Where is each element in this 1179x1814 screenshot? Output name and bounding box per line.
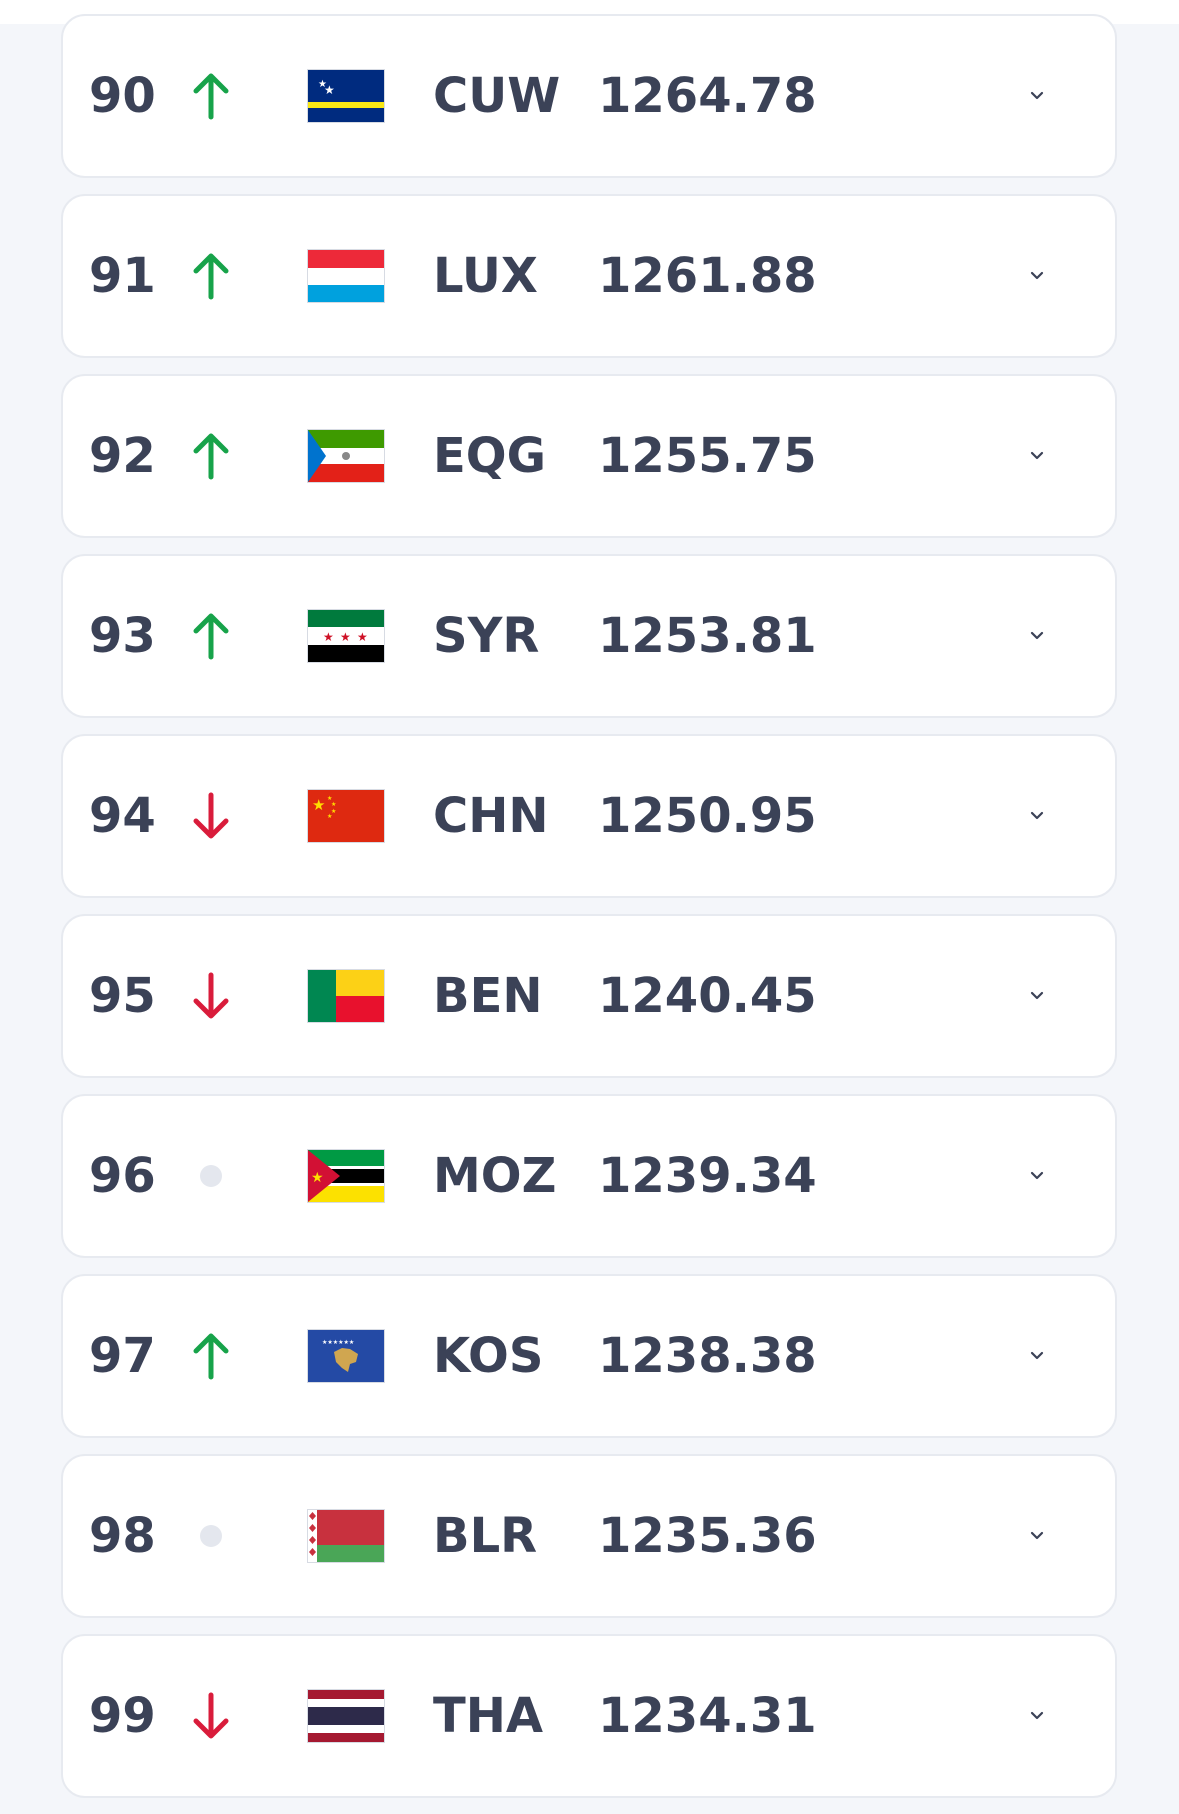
points-value: 1264.78 bbox=[598, 68, 817, 124]
svg-text:★: ★ bbox=[324, 83, 335, 97]
country-code: MOZ bbox=[433, 1148, 557, 1204]
rank-number: 92 bbox=[89, 428, 156, 484]
chevron-down-icon[interactable] bbox=[1025, 1704, 1049, 1728]
trend-up-icon bbox=[189, 610, 233, 662]
svg-text:★: ★ bbox=[327, 813, 332, 820]
trend-up-icon bbox=[189, 1330, 233, 1382]
svg-text:★: ★ bbox=[323, 630, 334, 644]
chevron-down-icon[interactable] bbox=[1025, 1524, 1049, 1548]
syria-flag-icon: ★ ★ ★ bbox=[308, 610, 384, 662]
ranking-row[interactable]: 97 ★★★★★★ KOS 1238.38 bbox=[61, 1274, 1117, 1438]
points-value: 1234.31 bbox=[598, 1688, 817, 1744]
chevron-down-icon[interactable] bbox=[1025, 804, 1049, 828]
ranking-row[interactable]: 94 ★ ★ ★ ★ ★ CHN 1250.95 bbox=[61, 734, 1117, 898]
chevron-down-icon[interactable] bbox=[1025, 624, 1049, 648]
ranking-row[interactable]: 91 LUX 1261.88 bbox=[61, 194, 1117, 358]
thailand-flag-icon bbox=[308, 1690, 384, 1742]
country-code: BLR bbox=[433, 1508, 538, 1564]
svg-text:★: ★ bbox=[340, 630, 351, 644]
country-code: LUX bbox=[433, 248, 538, 304]
luxembourg-flag-icon bbox=[308, 250, 384, 302]
kosovo-flag-icon: ★★★★★★ bbox=[308, 1330, 384, 1382]
svg-text:★: ★ bbox=[318, 79, 327, 90]
trend-down-icon bbox=[189, 1690, 233, 1742]
trend-same-icon bbox=[189, 1150, 233, 1202]
trend-down-icon bbox=[189, 790, 233, 842]
benin-flag-icon bbox=[308, 970, 384, 1022]
rank-number: 91 bbox=[89, 248, 156, 304]
svg-text:★: ★ bbox=[312, 796, 325, 814]
country-code: CUW bbox=[433, 68, 561, 124]
points-value: 1240.45 bbox=[598, 968, 817, 1024]
chevron-down-icon[interactable] bbox=[1025, 84, 1049, 108]
points-value: 1235.36 bbox=[598, 1508, 817, 1564]
curacao-flag-icon: ★ ★ bbox=[308, 70, 384, 122]
rank-number: 97 bbox=[89, 1328, 156, 1384]
country-code: CHN bbox=[433, 788, 549, 844]
svg-text:★★★★★★: ★★★★★★ bbox=[322, 1339, 354, 1346]
trend-down-icon bbox=[189, 970, 233, 1022]
points-value: 1255.75 bbox=[598, 428, 817, 484]
ranking-list: 90 ★ ★ CUW 1264.78 91 bbox=[61, 14, 1117, 1814]
country-code: THA bbox=[433, 1688, 544, 1744]
svg-text:★: ★ bbox=[331, 808, 336, 815]
points-value: 1253.81 bbox=[598, 608, 817, 664]
points-value: 1250.95 bbox=[598, 788, 817, 844]
equatorial-guinea-flag-icon bbox=[308, 430, 384, 482]
rank-number: 95 bbox=[89, 968, 156, 1024]
trend-same-icon bbox=[189, 1510, 233, 1562]
ranking-row[interactable]: 93 ★ ★ ★ SYR 1253.81 bbox=[61, 554, 1117, 718]
china-flag-icon: ★ ★ ★ ★ ★ bbox=[308, 790, 384, 842]
belarus-flag-icon bbox=[308, 1510, 384, 1562]
svg-text:★: ★ bbox=[357, 630, 368, 644]
rank-number: 90 bbox=[89, 68, 156, 124]
ranking-row[interactable]: 92 EQG 1255.75 bbox=[61, 374, 1117, 538]
svg-text:★: ★ bbox=[331, 801, 336, 808]
rank-number: 93 bbox=[89, 608, 156, 664]
chevron-down-icon[interactable] bbox=[1025, 1164, 1049, 1188]
trend-up-icon bbox=[189, 70, 233, 122]
country-code: SYR bbox=[433, 608, 540, 664]
country-code: KOS bbox=[433, 1328, 544, 1384]
points-value: 1238.38 bbox=[598, 1328, 817, 1384]
country-code: EQG bbox=[433, 428, 546, 484]
chevron-down-icon[interactable] bbox=[1025, 984, 1049, 1008]
ranking-row[interactable]: 96 ★ MOZ 1239.34 bbox=[61, 1094, 1117, 1258]
chevron-down-icon[interactable] bbox=[1025, 444, 1049, 468]
ranking-row[interactable]: 90 ★ ★ CUW 1264.78 bbox=[61, 14, 1117, 178]
trend-up-icon bbox=[189, 430, 233, 482]
rank-number: 96 bbox=[89, 1148, 156, 1204]
rank-number: 94 bbox=[89, 788, 156, 844]
ranking-row[interactable]: 95 BEN 1240.45 bbox=[61, 914, 1117, 1078]
svg-text:★: ★ bbox=[311, 1170, 324, 1186]
points-value: 1239.34 bbox=[598, 1148, 817, 1204]
points-value: 1261.88 bbox=[598, 248, 817, 304]
country-code: BEN bbox=[433, 968, 543, 1024]
svg-text:★: ★ bbox=[327, 795, 332, 802]
trend-up-icon bbox=[189, 250, 233, 302]
mozambique-flag-icon: ★ bbox=[308, 1150, 384, 1202]
chevron-down-icon[interactable] bbox=[1025, 264, 1049, 288]
rank-number: 98 bbox=[89, 1508, 156, 1564]
chevron-down-icon[interactable] bbox=[1025, 1344, 1049, 1368]
ranking-row[interactable]: 99 THA 1234.31 bbox=[61, 1634, 1117, 1798]
ranking-row[interactable]: 98 BLR 1235.36 bbox=[61, 1454, 1117, 1618]
rank-number: 99 bbox=[89, 1688, 156, 1744]
